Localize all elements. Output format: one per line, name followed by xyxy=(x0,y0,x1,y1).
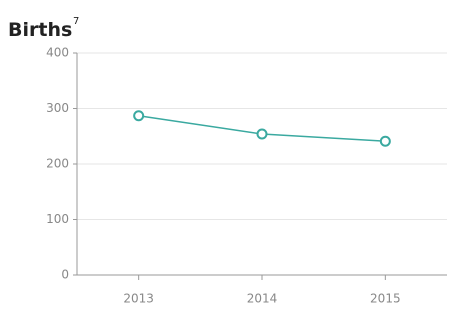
chart: Births 7 0 100 200 300 400 2013 2014 2015 xyxy=(0,0,450,310)
point xyxy=(134,111,143,120)
y-tick-label: 400 xyxy=(46,46,69,60)
y-tick-label: 0 xyxy=(61,268,69,282)
y-tick-label: 300 xyxy=(46,101,69,115)
chart-title: Births xyxy=(8,19,72,41)
page: Births 7 0100200300400201320142015 (() =… xyxy=(0,0,450,310)
x-tick-label: 2014 xyxy=(247,292,278,306)
point xyxy=(381,137,390,146)
title-superscript: 7 xyxy=(73,16,79,27)
x-tick-label: 2013 xyxy=(123,292,154,306)
x-tick-label: 2015 xyxy=(370,292,401,306)
point xyxy=(258,130,267,139)
y-tick-label: 200 xyxy=(46,157,69,171)
y-tick-label: 100 xyxy=(46,212,69,226)
